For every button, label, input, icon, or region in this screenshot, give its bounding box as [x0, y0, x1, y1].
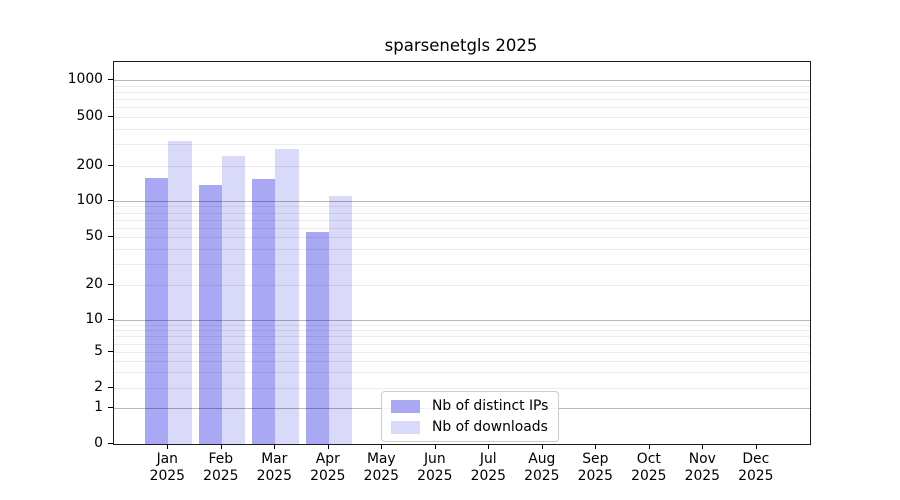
y-tick-mark-100 [108, 200, 113, 201]
bar-downloads-feb [221, 156, 246, 444]
y-tick-mark-50 [108, 236, 113, 237]
y-tick-label-1: 1 [94, 399, 103, 415]
x-tick-mark-apr [327, 444, 329, 449]
x-tick-label-jul: Jul 2025 [470, 451, 506, 484]
y-tick-label-50: 50 [85, 228, 103, 244]
y-tick-label-0: 0 [94, 435, 103, 451]
x-tick-label-jan: Jan 2025 [149, 451, 185, 484]
y-tick-label-100: 100 [76, 192, 103, 208]
x-tick-label-sep: Sep 2025 [577, 451, 613, 484]
x-tick-label-jun: Jun 2025 [417, 451, 453, 484]
y-tick-mark-200 [108, 165, 113, 166]
y-tick-mark-1000 [108, 79, 113, 80]
y-tick-label-1000: 1000 [67, 71, 103, 87]
legend-label-distinct-ips: Nb of distinct IPs [432, 398, 549, 414]
bar-downloads-jan [168, 140, 192, 444]
y-tick-mark-1 [108, 407, 113, 408]
legend: Nb of distinct IPs Nb of downloads [381, 391, 560, 442]
x-tick-mark-jan [167, 444, 169, 449]
x-tick-label-oct: Oct 2025 [631, 451, 667, 484]
plot-area: Nb of distinct IPs Nb of downloads [113, 61, 811, 445]
x-tick-label-apr: Apr 2025 [310, 451, 346, 484]
x-tick-label-feb: Feb 2025 [203, 451, 239, 484]
x-tick-label-aug: Aug 2025 [524, 451, 560, 484]
bar-downloads-mar [275, 148, 299, 444]
x-tick-mark-sep [595, 444, 597, 449]
x-tick-mark-may [381, 444, 383, 449]
legend-swatch-downloads [391, 420, 420, 434]
y-tick-mark-20 [108, 284, 113, 285]
x-tick-mark-mar [274, 444, 276, 449]
y-tick-label-500: 500 [76, 108, 103, 124]
y-tick-label-10: 10 [85, 311, 103, 327]
legend-item-downloads: Nb of downloads [391, 419, 548, 435]
x-tick-mark-aug [541, 444, 543, 449]
chart-title: sparsenetgls 2025 [384, 36, 538, 55]
y-tick-mark-10 [108, 319, 113, 320]
bar-distinct-ips-feb [198, 184, 222, 444]
x-tick-mark-feb [220, 444, 222, 449]
x-tick-label-dec: Dec 2025 [738, 451, 774, 484]
bar-distinct-ips-mar [252, 178, 276, 444]
x-tick-label-may: May 2025 [363, 451, 399, 484]
bar-downloads-apr [328, 195, 353, 444]
legend-swatch-distinct-ips [391, 399, 420, 413]
x-tick-mark-nov [702, 444, 704, 449]
y-tick-mark-500 [108, 116, 113, 117]
bar-distinct-ips-jan [145, 177, 169, 444]
x-tick-mark-jun [434, 444, 436, 449]
bar-distinct-ips-apr [305, 232, 329, 444]
y-tick-label-2: 2 [94, 379, 103, 395]
y-tick-label-200: 200 [76, 157, 103, 173]
x-tick-mark-oct [648, 444, 650, 449]
y-tick-mark-2 [108, 387, 113, 388]
x-tick-mark-jul [488, 444, 490, 449]
y-tick-label-20: 20 [85, 276, 103, 292]
y-tick-mark-5 [108, 351, 113, 352]
y-tick-label-5: 5 [94, 343, 103, 359]
y-tick-mark-0 [108, 443, 113, 444]
legend-item-distinct-ips: Nb of distinct IPs [391, 398, 548, 414]
legend-label-downloads: Nb of downloads [432, 419, 548, 435]
x-tick-mark-dec [755, 444, 757, 449]
x-tick-label-mar: Mar 2025 [256, 451, 292, 484]
x-tick-label-nov: Nov 2025 [684, 451, 720, 484]
bars-layer [114, 62, 810, 444]
